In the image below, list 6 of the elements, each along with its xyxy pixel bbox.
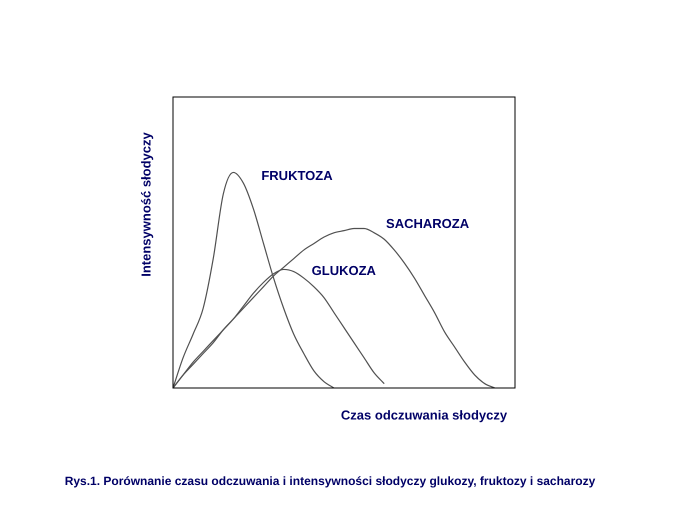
x-axis-title: Czas odczuwania słodyczy bbox=[340, 408, 508, 423]
series-label: FRUKTOZA bbox=[261, 168, 334, 184]
series-label: GLUKOZA bbox=[312, 263, 377, 278]
series-label: SACHAROZA bbox=[386, 216, 470, 232]
text: Rys.1. Porównanie czasu odczuwania i intensywności słodyczy glukozy, fruktozy i sacharozy bbox=[64, 474, 596, 488]
y-axis-title: Intensywność słodyczy bbox=[138, 131, 154, 277]
